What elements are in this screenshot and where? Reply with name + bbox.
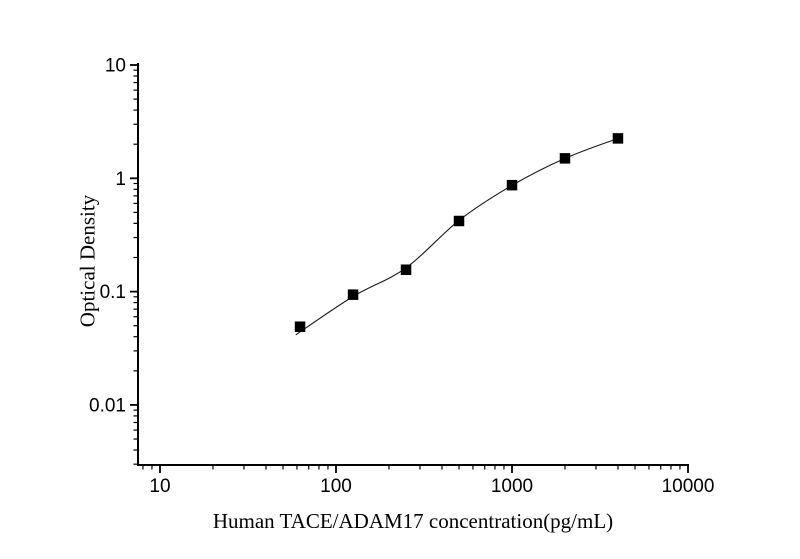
y-tick-label: 1 — [115, 169, 126, 190]
x-tick-label: 100 — [320, 476, 352, 497]
data-point-marker — [612, 133, 624, 144]
x-axis-title: Human TACE/ADAM17 concentration(pg/mL) — [212, 509, 614, 533]
x-tick-label: 1000 — [491, 476, 533, 497]
x-tick-label: 10 — [149, 476, 170, 497]
data-point-marker — [453, 215, 465, 227]
data-point-marker — [559, 153, 571, 164]
y-axis-title: Optical Density — [75, 194, 100, 328]
y-tick-label: 0.01 — [89, 395, 126, 416]
y-tick-label: 0.1 — [100, 282, 126, 303]
fit-curve-line — [295, 137, 619, 336]
y-tick-label: 10 — [105, 56, 126, 77]
data-point-marker — [400, 264, 412, 275]
x-tick-label: 10000 — [662, 476, 715, 497]
data-point-marker — [347, 289, 359, 300]
data-point-marker — [506, 179, 518, 191]
data-point-marker — [294, 321, 306, 332]
